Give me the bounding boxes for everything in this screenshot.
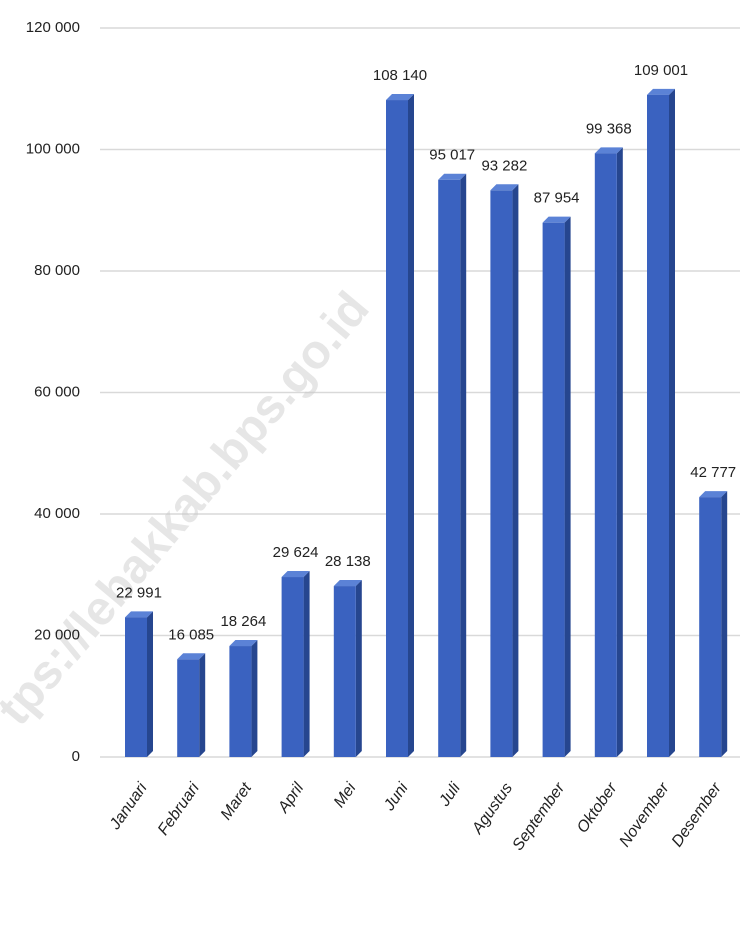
y-tick-label: 60 000	[34, 383, 80, 400]
bar-side	[355, 580, 362, 757]
bar-top	[438, 173, 467, 180]
bar	[542, 222, 565, 757]
bar-side	[669, 88, 675, 758]
value-label: 28 138	[325, 553, 371, 570]
y-tick-label: 0	[72, 748, 80, 765]
value-label: 109 001	[634, 62, 688, 79]
bar-top	[490, 184, 519, 191]
y-tick-label: 100 000	[26, 140, 80, 157]
value-label: 87 954	[534, 190, 580, 207]
x-tick-label: Mei	[331, 780, 360, 811]
bar	[438, 179, 461, 757]
bar-side	[616, 147, 623, 757]
bar-top	[386, 94, 414, 101]
value-label: 108 140	[373, 67, 427, 84]
value-label: 18 264	[220, 613, 266, 630]
bar	[125, 617, 147, 757]
bar	[386, 100, 408, 757]
bar	[229, 646, 252, 757]
value-label: 93 282	[481, 157, 527, 174]
x-tick-label: September	[510, 779, 569, 853]
bar	[647, 94, 669, 758]
bar-top	[647, 88, 675, 95]
bar	[177, 659, 200, 757]
bar-side	[147, 611, 153, 757]
x-tick-label: Juni	[380, 780, 412, 815]
x-tick-label: Februari	[155, 780, 203, 839]
x-tick-label: Oktober	[574, 779, 621, 836]
y-tick-label: 20 000	[34, 626, 80, 643]
bar-side	[512, 184, 519, 758]
bar-top	[333, 580, 362, 587]
value-label: 99 368	[586, 120, 632, 137]
value-label: 16 085	[168, 626, 214, 643]
bar-top	[177, 653, 206, 660]
bar	[594, 153, 617, 757]
bar-side	[408, 94, 414, 757]
x-tick-label: Januari	[106, 780, 151, 834]
bar-top	[594, 147, 623, 154]
bar	[281, 577, 304, 757]
bar	[333, 586, 356, 757]
bar-side	[460, 173, 467, 757]
y-tick-label: 120 000	[26, 19, 80, 36]
x-tick-label: Agustus	[468, 780, 516, 838]
x-tick-label: Maret	[218, 780, 256, 824]
bar-top	[229, 640, 258, 647]
y-tick-label: 40 000	[34, 505, 80, 522]
value-label: 95 017	[429, 147, 475, 164]
bar-side	[199, 653, 206, 757]
x-tick-label: Desember	[669, 779, 726, 850]
bar	[699, 497, 722, 757]
bar	[490, 190, 513, 758]
value-label: 42 777	[690, 464, 736, 481]
value-label: 29 624	[273, 544, 319, 561]
bar-side	[721, 491, 728, 757]
bar-side	[251, 640, 258, 757]
y-tick-label: 80 000	[34, 262, 80, 279]
value-label: 22 991	[116, 584, 162, 601]
bar-side	[564, 216, 571, 757]
bar-top	[699, 491, 728, 498]
bar-top	[281, 571, 310, 578]
x-tick-label: November	[616, 779, 673, 850]
x-tick-label: Juli	[436, 780, 465, 811]
bar-side	[303, 571, 310, 757]
bar-top	[542, 216, 571, 223]
bar-top	[125, 611, 153, 618]
x-tick-label: April	[274, 780, 307, 817]
